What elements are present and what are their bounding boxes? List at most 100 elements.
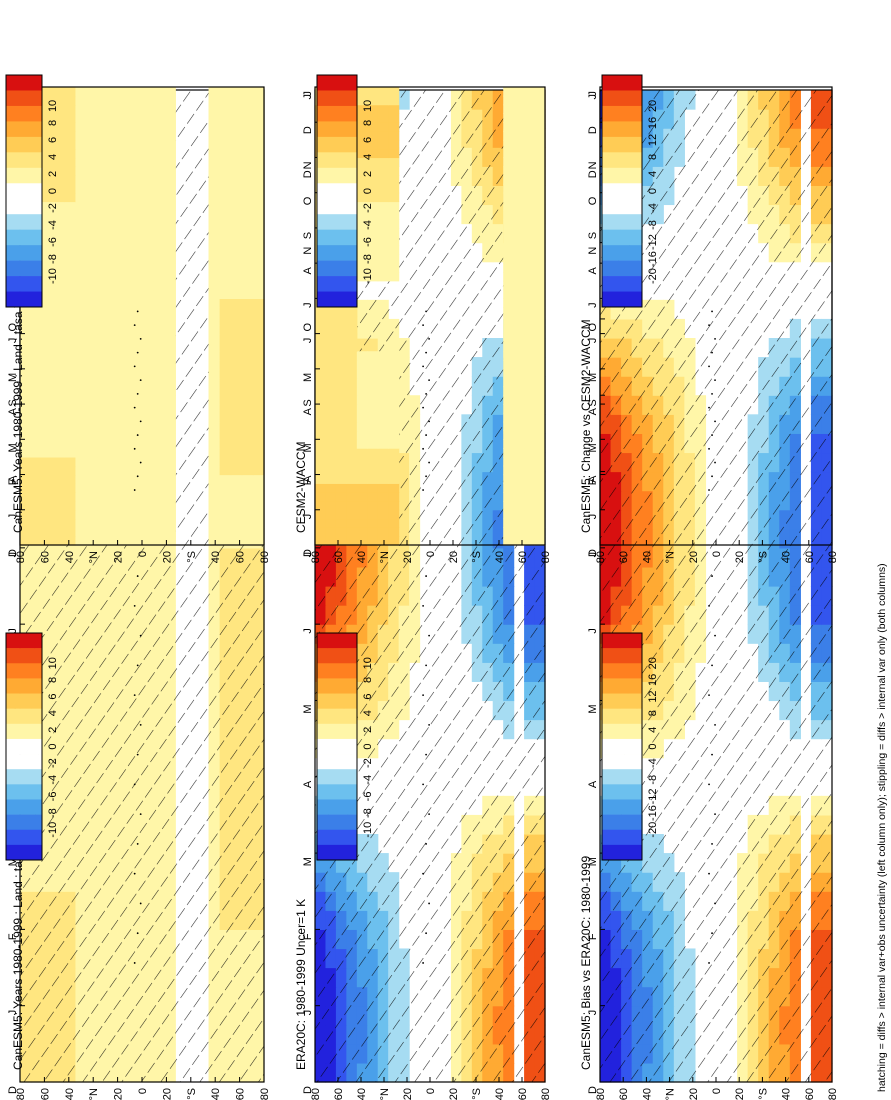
colorbar-swatch [317,799,357,815]
heatmap-cell [75,148,88,159]
heatmap-cell [75,483,88,493]
heatmap-cell [346,386,358,396]
heatmap-cell [241,368,254,379]
colorbar-swatch [6,136,42,153]
x-tick-label: O [302,196,314,205]
heatmap-cell [367,210,379,220]
heatmap-cell [208,183,221,194]
heatmap-cell [356,474,368,484]
heatmap-cell [503,492,515,502]
heatmap-cell [208,307,221,317]
heatmap-cell [42,395,54,405]
heatmap-cell [97,183,110,194]
heatmap-cell [534,430,546,440]
panel-title: CanESM5: Bias vs ERA20C: 1980-1999 [579,856,593,1070]
heatmap-cell [31,448,43,458]
x-tick-label: J [587,302,599,308]
colorbar-tick-label: -16 [647,251,659,267]
heatmap-cell [356,421,368,432]
colorbar-tick-label: 6 [47,693,59,699]
colorbar-swatch [317,136,357,153]
heatmap-cell [503,430,515,440]
heatmap-cell [164,430,176,440]
y-tick-label: 60 [517,1088,529,1100]
stipple-dot [708,447,710,450]
heatmap-cell [524,439,536,449]
x-tick-label: J [587,338,599,344]
heatmap-cell [64,439,77,449]
y-tick-label: 80 [310,551,322,563]
y-tick-label: 60 [39,1088,51,1100]
y-tick-label: 20 [688,1088,700,1100]
heatmap-cell [31,430,43,440]
heatmap-cell [325,448,337,458]
stipple-dot [133,694,136,697]
colorbar-swatch [317,678,357,694]
heatmap-cell [75,192,88,203]
colorbar-swatch [602,784,642,800]
colorbar-swatch [6,693,42,709]
heatmap-cell [241,448,254,458]
heatmap-cell [388,448,400,458]
heatmap-cell [513,342,525,352]
stipple-dot [422,489,424,491]
colorbar-tick-label: 6 [47,137,59,143]
heatmap-cell [42,210,54,220]
heatmap-cell [367,509,379,520]
heatmap-cell [64,183,77,194]
heatmap-cell [119,254,132,264]
heatmap-cell [164,245,176,255]
heatmap-cell [108,280,121,291]
heatmap-cell [252,263,265,273]
heatmap-cell [356,87,368,97]
heatmap-cell [31,351,43,361]
heatmap-cell [315,483,327,493]
x-tick-label: F [587,933,599,940]
heatmap-cell [524,210,536,220]
heatmap-cell [142,404,154,414]
heatmap-cell [64,448,77,458]
heatmap-cell [53,192,65,203]
colorbar-tick-label: 10 [47,100,59,112]
x-tick-label: S [587,399,599,406]
heatmap-cell [142,465,154,476]
heatmap-cell [513,509,525,520]
heatmap-cell [230,307,243,317]
heatmap-cell [142,368,154,379]
stipple-dot [711,664,713,667]
heatmap-cell [356,395,368,405]
heatmap-cell [252,527,265,537]
heatmap-cell [53,483,65,493]
heatmap-cell [86,298,99,308]
heatmap-cell [97,104,110,115]
heatmap-cell [53,395,65,405]
stipple-dot [139,723,142,726]
y-tick-label: 60 [804,1088,816,1100]
heatmap-cell [42,448,54,458]
heatmap-cell [31,377,43,388]
colorbar-swatch [602,723,642,740]
heatmap-cell [75,430,88,440]
heatmap-cell [142,536,154,546]
heatmap-cell [524,113,536,123]
heatmap-cell [42,263,54,273]
heatmap-cell [513,245,525,255]
colorbar-tick-label: 12 [647,690,659,702]
heatmap-cell [208,192,221,203]
heatmap-cell [86,536,99,546]
heatmap-cell [534,219,546,229]
heatmap-cell [130,192,143,203]
heatmap-cell [325,351,337,361]
heatmap-cell [64,333,77,344]
heatmap-cell [31,456,43,467]
heatmap-cell [534,104,546,115]
y-tick-label: 40 [494,551,506,563]
heatmap-cell [142,342,154,352]
heatmap-cell [164,456,176,467]
heatmap-cell [20,500,32,511]
heatmap-cell [208,227,221,238]
heatmap-cell [219,219,232,229]
heatmap-cell [64,465,77,476]
heatmap-cell [377,351,389,361]
